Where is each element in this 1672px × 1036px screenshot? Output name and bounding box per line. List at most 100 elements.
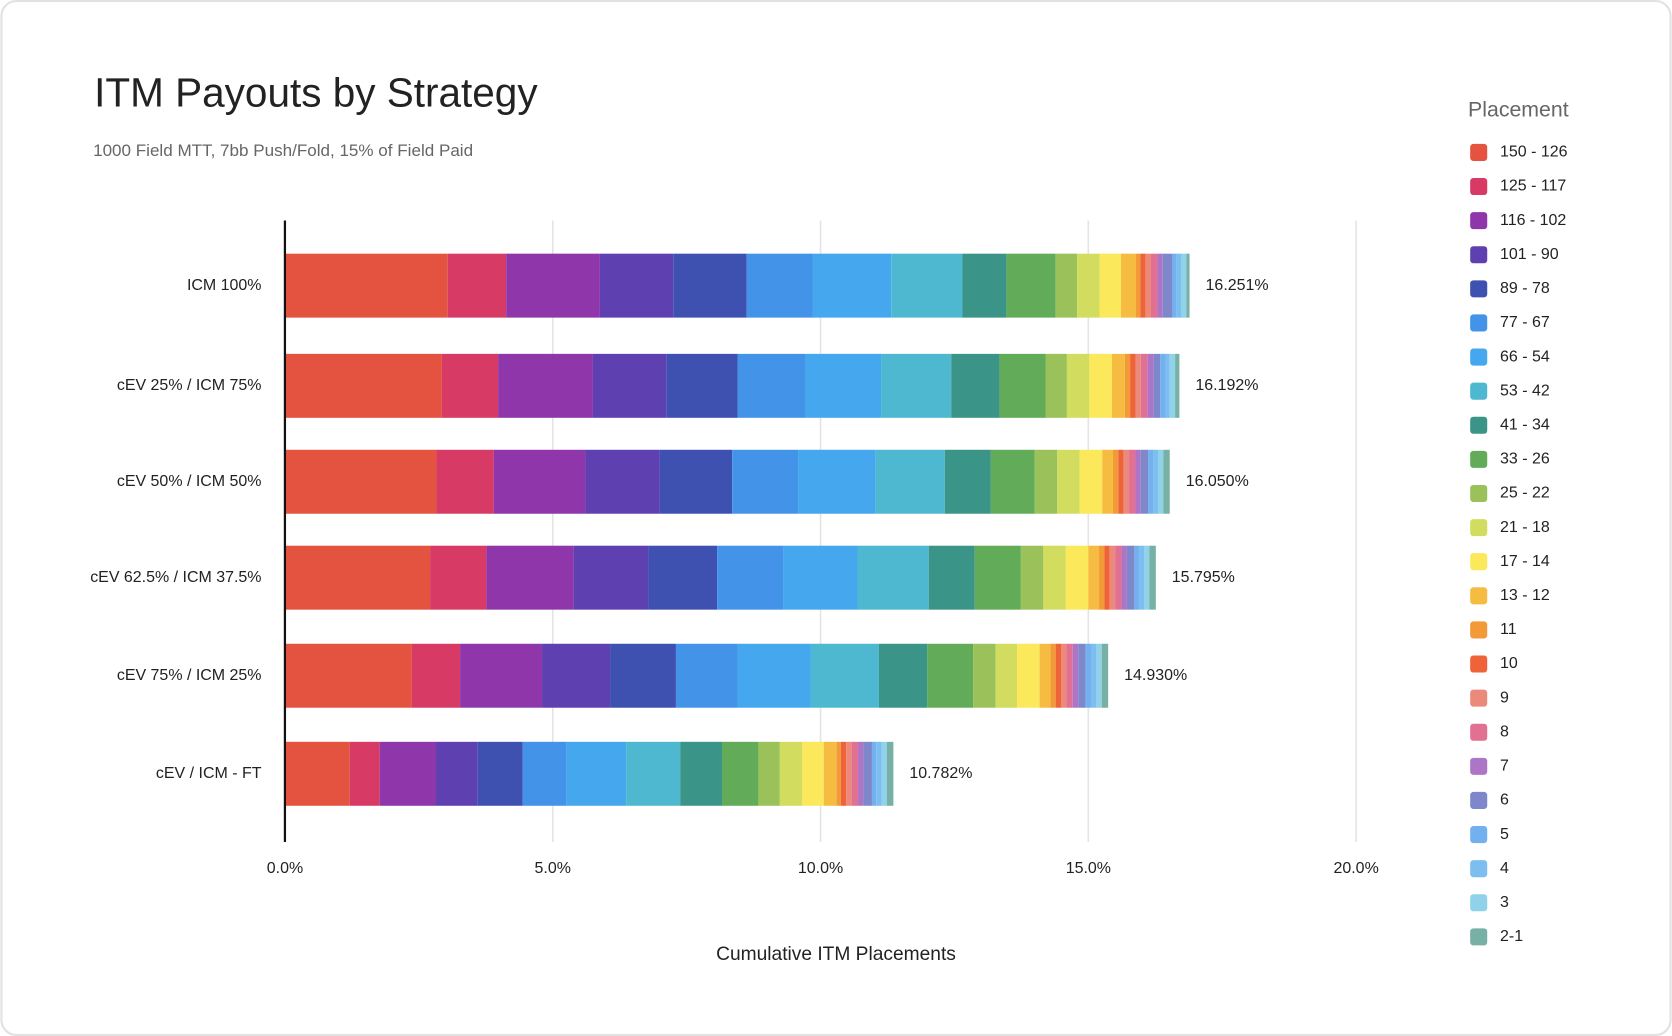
bar-segment	[1176, 253, 1181, 318]
legend-swatch	[1470, 382, 1488, 400]
bar-segment	[990, 449, 1035, 514]
legend-swatch	[1470, 723, 1488, 741]
bar-segment	[1124, 353, 1131, 418]
legend-label: 10	[1500, 655, 1518, 672]
legend-label: 17 - 14	[1500, 553, 1550, 570]
legend-label: 7	[1500, 758, 1509, 775]
bar-segment	[1115, 545, 1122, 610]
legend-swatch	[1470, 280, 1488, 298]
bar-segment	[460, 643, 543, 708]
bar-segment	[1043, 545, 1066, 610]
bar-segment	[1157, 449, 1164, 514]
bar-segment	[441, 353, 499, 418]
bar-segment	[1140, 253, 1146, 318]
bar-segment	[1088, 545, 1100, 610]
bar-segment	[1151, 253, 1158, 318]
bar-segment	[1144, 545, 1150, 610]
legend-label: 4	[1500, 860, 1509, 877]
bar-segment	[1061, 643, 1067, 708]
bar-segment	[1085, 643, 1092, 708]
bar-segment	[436, 449, 494, 514]
bar-segment	[1145, 253, 1152, 318]
bar-segment	[1157, 253, 1163, 318]
legend-label: 77 - 67	[1500, 314, 1550, 331]
bar-segment	[1099, 253, 1122, 318]
bar-segment	[846, 741, 852, 806]
x-tick-label: 20.0%	[1333, 860, 1378, 877]
legend-swatch	[1470, 826, 1488, 844]
bar-segment	[871, 741, 877, 806]
bar-segment	[1169, 353, 1176, 418]
bar-segment	[1136, 253, 1141, 318]
bar-segment	[1112, 449, 1119, 514]
legend-label: 150 - 126	[1500, 144, 1568, 161]
legend-label: 66 - 54	[1500, 348, 1550, 365]
bar-segment	[944, 449, 991, 514]
bar-segment	[1147, 353, 1154, 418]
bar-segment	[876, 741, 882, 806]
bar-segment	[881, 741, 887, 806]
bar-segment	[1153, 449, 1158, 514]
legend-swatch	[1470, 791, 1488, 809]
legend-label: 116 - 102	[1500, 212, 1566, 229]
bar-segment	[951, 353, 1000, 418]
legend-swatch	[1470, 757, 1488, 775]
total-label: 16.192%	[1195, 377, 1258, 394]
bar-segment	[284, 253, 448, 318]
bar-segment	[717, 545, 784, 610]
bar-segment	[1050, 643, 1056, 708]
bar-segment	[779, 741, 803, 806]
total-label: 14.930%	[1124, 667, 1187, 684]
bar-segment	[1162, 253, 1173, 318]
bar-segment	[858, 741, 864, 806]
bar-segment	[737, 643, 811, 708]
y-tick-label: cEV 75% / ICM 25%	[117, 667, 262, 684]
bar-segment	[486, 545, 574, 610]
total-label: 16.050%	[1186, 473, 1249, 490]
bar-segment	[284, 741, 350, 806]
legend-label: 21 - 18	[1500, 519, 1550, 536]
legend-swatch	[1470, 519, 1488, 537]
legend-swatch	[1470, 450, 1488, 468]
bar-segment	[1065, 545, 1089, 610]
bar-segment	[878, 643, 928, 708]
bar-segment	[810, 643, 879, 708]
bar-segment	[758, 741, 780, 806]
bar-segment	[928, 545, 975, 610]
bar-segment	[1096, 643, 1102, 708]
legend-swatch	[1470, 928, 1488, 946]
bar-segment	[1079, 449, 1103, 514]
legend-swatch	[1470, 212, 1488, 230]
bar-segment	[592, 353, 667, 418]
bar-segment	[857, 545, 929, 610]
legend-label: 101 - 90	[1500, 246, 1559, 263]
bar-segment	[284, 643, 412, 708]
bar-segment	[805, 353, 882, 418]
legend-label: 33 - 26	[1500, 451, 1550, 468]
bar-segment	[599, 253, 674, 318]
bar-segment	[1121, 253, 1137, 318]
bar-segment	[522, 741, 567, 806]
bar-segment	[891, 253, 963, 318]
legend-label: 9	[1500, 689, 1509, 706]
bar-segment	[1020, 545, 1044, 610]
bar-segment	[1135, 449, 1141, 514]
bar-segment	[812, 253, 892, 318]
bar-segment	[284, 353, 442, 418]
bar-segment	[379, 741, 436, 806]
bar-segment	[1121, 545, 1127, 610]
bar-segment	[974, 545, 1021, 610]
bar-segment	[840, 741, 847, 806]
bar-segment	[823, 741, 837, 806]
legend-swatch	[1470, 689, 1488, 707]
legend-swatch	[1470, 553, 1488, 571]
bar-segment	[675, 643, 738, 708]
bar-segment	[875, 449, 945, 514]
bar-segment	[1034, 449, 1058, 514]
bar-segment	[863, 741, 872, 806]
legend-label: 5	[1500, 826, 1509, 843]
bar-segment	[680, 741, 722, 806]
legend-label: 41 - 34	[1500, 416, 1550, 433]
bar-segment	[411, 643, 461, 708]
